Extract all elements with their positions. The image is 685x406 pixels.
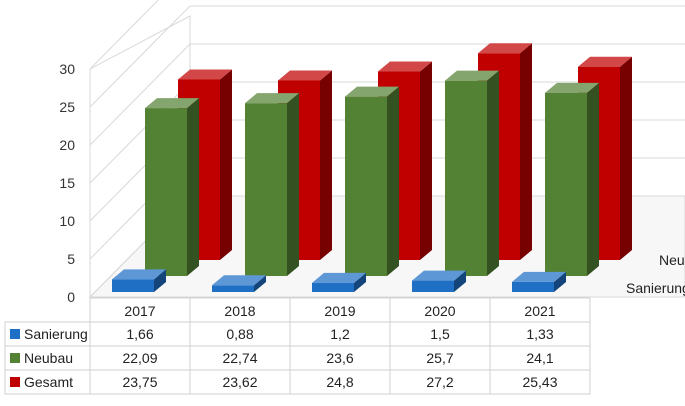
bar-front bbox=[145, 108, 187, 276]
bar-top bbox=[278, 70, 332, 81]
bar-side bbox=[387, 86, 399, 276]
bar-side bbox=[320, 70, 332, 260]
table-cell: 1,2 bbox=[330, 326, 350, 342]
bar-front bbox=[112, 279, 154, 292]
table-header-2021: 2021 bbox=[524, 303, 555, 319]
table-header-2020: 2020 bbox=[424, 303, 455, 319]
table-cell: 23,62 bbox=[222, 374, 257, 390]
table-cell: 24,8 bbox=[326, 374, 353, 390]
legend-swatch-sanierung bbox=[10, 329, 20, 339]
table-cell: 23,6 bbox=[326, 350, 353, 366]
bar-side bbox=[187, 98, 199, 276]
y-tick-label: 0 bbox=[67, 289, 75, 305]
data-table: 2017 2018 2019 2020 2021 Sanierung 1,66 0,88 1,2… bbox=[4, 297, 591, 395]
bar-front bbox=[345, 96, 387, 276]
table-cell: 22,74 bbox=[222, 350, 257, 366]
bar-side bbox=[454, 270, 466, 292]
y-tick-label: 10 bbox=[59, 213, 75, 229]
bar-front bbox=[545, 92, 587, 276]
bar-front bbox=[512, 281, 554, 292]
bar-front bbox=[312, 282, 354, 292]
bar-side bbox=[287, 93, 299, 277]
table-cell: 27,2 bbox=[426, 374, 453, 390]
bar-sanierung-2020 bbox=[412, 270, 466, 292]
bar-top bbox=[345, 86, 399, 97]
y-axis: 0 5 10 15 20 25 30 bbox=[59, 61, 75, 305]
legend-label-sanierung: Sanierung bbox=[24, 326, 88, 342]
gridline-side bbox=[89, 43, 191, 146]
depth-label-sanierung: Sanierung bbox=[626, 280, 685, 296]
legend-swatch-gesamt bbox=[10, 377, 20, 387]
bar-front bbox=[212, 285, 254, 292]
table-cell: 23,75 bbox=[122, 374, 157, 390]
bar-side bbox=[254, 275, 266, 292]
bar-top bbox=[545, 82, 599, 93]
y-tick-label: 15 bbox=[59, 175, 75, 191]
gridline-side bbox=[89, 0, 160, 70]
table-cell: 24,1 bbox=[526, 350, 553, 366]
table-header-2017: 2017 bbox=[124, 303, 155, 319]
table-header-2018: 2018 bbox=[224, 303, 255, 319]
bar-neubau-2018 bbox=[245, 93, 299, 277]
bar-top bbox=[312, 272, 366, 283]
table-cell: 0,88 bbox=[226, 326, 253, 342]
table-cell: 1,33 bbox=[526, 326, 553, 342]
bar-side bbox=[554, 271, 566, 292]
bar-top bbox=[245, 93, 299, 104]
table-cell: 25,43 bbox=[522, 374, 557, 390]
bar-side bbox=[420, 61, 432, 260]
bar-front bbox=[445, 80, 487, 277]
bar-front bbox=[412, 280, 454, 292]
bar-neubau-2020 bbox=[445, 70, 499, 277]
bar-side bbox=[487, 70, 499, 277]
bar-side bbox=[354, 272, 366, 292]
legend-label-neubau: Neubau bbox=[24, 350, 73, 366]
bar-top bbox=[512, 271, 566, 282]
depth-label-neubau: Neu bbox=[659, 252, 685, 268]
bar-side bbox=[620, 56, 632, 261]
bar-neubau-2021 bbox=[545, 82, 599, 276]
bar-neubau-2017 bbox=[145, 98, 199, 276]
y-tick-label: 25 bbox=[59, 99, 75, 115]
depth-axis: Sanierung Neu bbox=[626, 252, 685, 296]
bar-sanierung-2017 bbox=[112, 269, 166, 292]
bar-top bbox=[445, 70, 499, 81]
y-tick-label: 30 bbox=[59, 61, 75, 77]
table-cell: 22,09 bbox=[122, 350, 157, 366]
bar-top bbox=[212, 275, 266, 286]
bars bbox=[112, 43, 632, 292]
bar-top bbox=[145, 98, 199, 109]
bar-top bbox=[112, 269, 166, 280]
bar-sanierung-2019 bbox=[312, 272, 366, 292]
bar-front bbox=[245, 103, 287, 277]
bar-top bbox=[578, 56, 632, 67]
table-header-2019: 2019 bbox=[324, 303, 355, 319]
bar-top bbox=[378, 61, 432, 72]
table-cell: 25,7 bbox=[426, 350, 453, 366]
bar-top bbox=[178, 69, 232, 80]
y-tick-label: 20 bbox=[59, 137, 75, 153]
y-tick-label: 5 bbox=[67, 251, 75, 267]
bar-top bbox=[478, 43, 532, 54]
bar-side bbox=[520, 43, 532, 260]
legend-label-gesamt: Gesamt bbox=[24, 374, 73, 390]
bar-side bbox=[154, 269, 166, 292]
bar-sanierung-2018 bbox=[212, 275, 266, 292]
bar-side bbox=[220, 69, 232, 260]
legend-swatch-neubau bbox=[10, 353, 20, 363]
bar-side bbox=[587, 82, 599, 276]
bar-top bbox=[412, 270, 466, 281]
table-frame bbox=[4, 321, 591, 395]
bar-neubau-2019 bbox=[345, 86, 399, 276]
table-cell: 1,66 bbox=[126, 326, 153, 342]
bar-sanierung-2021 bbox=[512, 271, 566, 292]
gridline-side bbox=[89, 5, 191, 108]
table-cell: 1,5 bbox=[430, 326, 450, 342]
